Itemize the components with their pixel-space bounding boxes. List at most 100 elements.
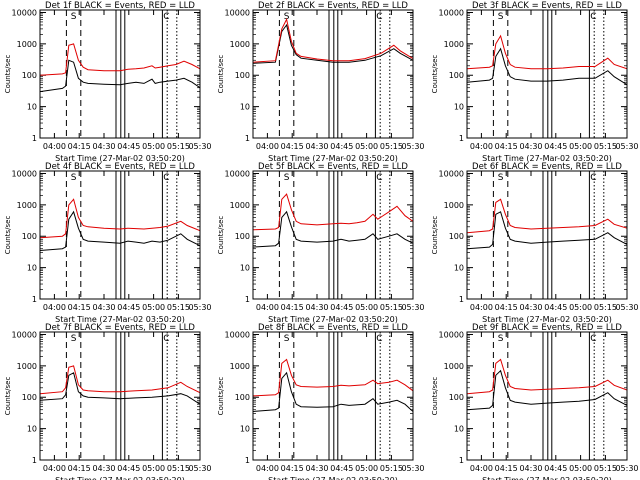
- x-tick-label: 05:30: [401, 142, 424, 151]
- events-series-line: [253, 23, 413, 64]
- x-tick-label: 04:15: [495, 464, 518, 473]
- x-tick-label: 04:45: [117, 303, 140, 312]
- y-tick-label: 1: [245, 134, 250, 143]
- y-tick-label: 100: [22, 393, 37, 402]
- detector-panel: Det 7f BLACK = Events, RED = LLD Counts/s…: [4, 323, 212, 480]
- plot-frame: [39, 9, 201, 139]
- x-tick-label: 04:00: [256, 464, 279, 473]
- x-tick-label: 04:00: [470, 303, 493, 312]
- x-tick-label: 05:15: [380, 303, 403, 312]
- x-tick-label: 04:00: [256, 142, 279, 151]
- y-tick-label: 10: [454, 264, 464, 273]
- x-tick-label: 05:15: [167, 464, 190, 473]
- x-tick-label: 04:15: [68, 464, 91, 473]
- x-tick-label: 05:15: [594, 464, 617, 473]
- y-tick-label: 10000: [439, 8, 464, 17]
- lld-series-line: [40, 365, 200, 395]
- marker-label: S: [498, 173, 504, 183]
- y-tick-label: 1: [459, 295, 464, 304]
- lld-series-line: [467, 34, 627, 70]
- x-tick-label: 04:00: [43, 303, 66, 312]
- plot-frame: [39, 170, 201, 300]
- marker-label: S: [71, 334, 77, 344]
- marker-label: C: [590, 334, 596, 344]
- x-tick-label: 04:30: [92, 464, 115, 473]
- marker-label: S: [284, 12, 290, 22]
- x-tick-label: 04:15: [495, 142, 518, 151]
- x-tick-label: 04:15: [495, 303, 518, 312]
- detector-panel: Det 4f BLACK = Events, RED = LLD Counts/s…: [4, 162, 212, 324]
- x-tick-label: 05:30: [188, 464, 211, 473]
- marker-label: S: [284, 334, 290, 344]
- y-tick-label: 100: [22, 71, 37, 80]
- x-tick-label: 05:00: [355, 303, 378, 312]
- panel-title: Det 3f BLACK = Events, RED = LLD: [472, 1, 622, 11]
- y-axis-label: Counts/sec: [431, 377, 439, 416]
- y-axis-label: Counts/sec: [431, 55, 439, 94]
- x-tick-label: 04:30: [92, 142, 115, 151]
- events-series-line: [253, 210, 413, 248]
- x-tick-label: 04:45: [330, 464, 353, 473]
- x-axis-label: Start Time (27-Mar-02 03:50:20): [482, 315, 612, 324]
- y-tick-label: 10: [240, 103, 250, 112]
- x-tick-label: 05:15: [594, 303, 617, 312]
- y-tick-label: 1000: [17, 362, 37, 371]
- detector-panel: Det 3f BLACK = Events, RED = LLD Counts/s…: [431, 1, 639, 163]
- y-tick-label: 10000: [439, 330, 464, 339]
- lld-series-line: [467, 358, 627, 395]
- x-axis-label: Start Time (27-Mar-02 03:50:20): [55, 476, 185, 480]
- y-tick-label: 10000: [12, 169, 37, 178]
- x-tick-label: 04:45: [544, 142, 567, 151]
- panel-title: Det 1f BLACK = Events, RED = LLD: [45, 1, 195, 11]
- x-tick-label: 05:00: [569, 303, 592, 312]
- y-tick-label: 1: [32, 134, 37, 143]
- y-tick-label: 10: [454, 425, 464, 434]
- events-series-line: [253, 371, 413, 412]
- detector-panel: Det 9f BLACK = Events, RED = LLD Counts/s…: [431, 323, 639, 480]
- y-tick-label: 100: [235, 393, 250, 402]
- x-tick-label: 04:00: [43, 142, 66, 151]
- y-tick-label: 10: [27, 425, 37, 434]
- x-tick-label: 04:45: [330, 142, 353, 151]
- detector-panel: Det 8f BLACK = Events, RED = LLD Counts/s…: [217, 323, 425, 480]
- plot-frame: [466, 9, 628, 139]
- x-tick-label: 04:30: [305, 142, 328, 151]
- x-axis-label: Start Time (27-Mar-02 03:50:20): [268, 154, 398, 163]
- y-tick-label: 1000: [17, 40, 37, 49]
- y-tick-label: 100: [235, 232, 250, 241]
- plot-frame: [466, 170, 628, 300]
- y-tick-label: 1: [459, 134, 464, 143]
- marker-label: C: [163, 173, 169, 183]
- detector-panel: Det 2f BLACK = Events, RED = LLD Counts/s…: [217, 1, 425, 163]
- x-tick-label: 05:15: [167, 142, 190, 151]
- x-tick-label: 04:00: [256, 303, 279, 312]
- marker-label: C: [590, 12, 596, 22]
- x-axis-label: Start Time (27-Mar-02 03:50:20): [55, 315, 185, 324]
- y-axis-label: Counts/sec: [4, 377, 12, 416]
- x-tick-label: 05:15: [380, 142, 403, 151]
- x-tick-label: 04:15: [68, 303, 91, 312]
- x-tick-label: 04:30: [519, 303, 542, 312]
- y-tick-label: 1: [459, 456, 464, 465]
- x-tick-label: 04:15: [281, 142, 304, 151]
- x-tick-label: 04:45: [117, 464, 140, 473]
- y-tick-label: 1: [32, 456, 37, 465]
- panel-title: Det 6f BLACK = Events, RED = LLD: [472, 162, 622, 172]
- y-axis-label: Counts/sec: [217, 55, 225, 94]
- panel-title: Det 8f BLACK = Events, RED = LLD: [258, 323, 408, 333]
- panel-title: Det 2f BLACK = Events, RED = LLD: [258, 1, 408, 11]
- y-tick-label: 10: [27, 103, 37, 112]
- detector-panel: Det 6f BLACK = Events, RED = LLD Counts/s…: [431, 162, 639, 324]
- x-tick-label: 05:00: [569, 464, 592, 473]
- marker-label: S: [284, 173, 290, 183]
- y-tick-label: 1000: [444, 362, 464, 371]
- marker-label: C: [590, 173, 596, 183]
- plot-frame: [252, 170, 414, 300]
- x-tick-label: 04:45: [117, 142, 140, 151]
- panel-title: Det 7f BLACK = Events, RED = LLD: [45, 323, 195, 333]
- x-tick-label: 04:00: [470, 142, 493, 151]
- x-tick-label: 04:45: [544, 303, 567, 312]
- x-axis-label: Start Time (27-Mar-02 03:50:20): [482, 476, 612, 480]
- plot-frame: [252, 9, 414, 139]
- x-tick-label: 05:15: [167, 303, 190, 312]
